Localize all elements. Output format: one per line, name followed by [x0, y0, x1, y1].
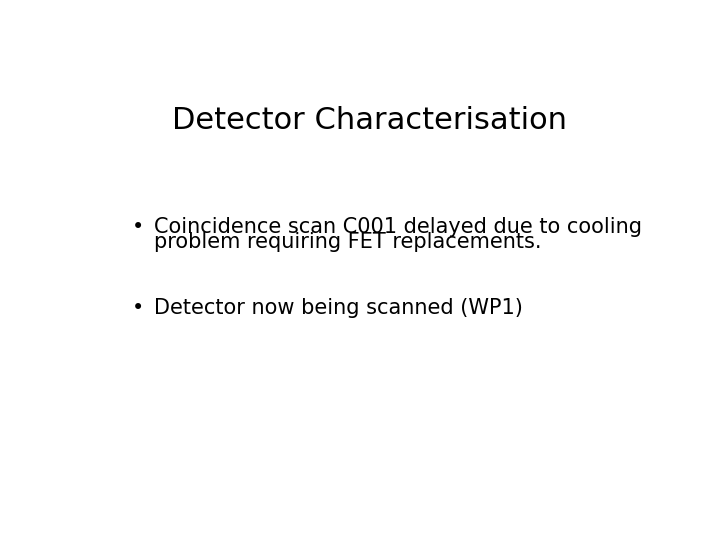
Text: Coincidence scan C001 delayed due to cooling: Coincidence scan C001 delayed due to coo… — [154, 217, 642, 237]
Text: Detector Characterisation: Detector Characterisation — [171, 106, 567, 136]
Text: •: • — [132, 298, 144, 318]
Text: •: • — [132, 217, 144, 237]
Text: Detector now being scanned (WP1): Detector now being scanned (WP1) — [154, 298, 523, 318]
Text: problem requiring FET replacements.: problem requiring FET replacements. — [154, 232, 541, 252]
